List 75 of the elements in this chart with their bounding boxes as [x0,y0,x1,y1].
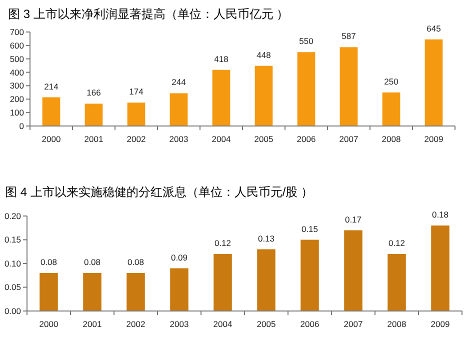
data-label: 0.18 [432,210,449,220]
x-tick-label: 2001 [84,134,104,144]
data-label: 214 [44,81,59,92]
chart-title: 图 4 上市以来实施稳健的分红派息（单位：人民币元/股 ） [5,185,314,199]
data-label: 0.12 [214,238,232,248]
bar [170,93,188,126]
x-tick-label: 2000 [39,319,58,329]
x-tick-label: 2000 [42,134,61,144]
x-tick-label: 2004 [212,134,231,144]
bar [84,104,103,126]
x-tick-label: 2007 [344,319,363,329]
y-tick-label: 0.10 [4,258,22,268]
x-tick-label: 2007 [339,134,358,144]
data-label: 0.13 [258,233,275,244]
y-tick-label: 400 [10,67,24,78]
x-tick-label: 2008 [387,319,406,329]
data-label: 0.08 [40,257,58,267]
bar [340,47,358,126]
y-tick-label: 700 [10,26,24,37]
data-label: 587 [342,31,356,42]
data-label: 244 [172,77,186,88]
x-tick-label: 2004 [213,319,232,329]
y-tick-label: 0.00 [4,306,22,316]
bar [297,52,316,126]
data-label: 418 [214,54,229,64]
x-tick-label: 2008 [382,134,401,144]
bar [83,273,102,311]
data-label: 174 [129,86,144,97]
data-label: 0.08 [84,257,101,267]
x-tick-label: 2005 [254,134,274,144]
bar [431,226,450,311]
data-label: 550 [299,36,314,46]
bar [388,254,406,311]
y-tick-label: 500 [10,54,24,64]
bar [254,66,273,126]
x-tick-label: 2003 [170,319,189,329]
x-tick-label: 2006 [296,134,316,144]
bar [40,273,58,311]
bar [127,102,146,126]
bar [300,240,319,311]
data-label: 0.12 [388,238,406,248]
y-tick-label: 200 [10,94,24,104]
data-label: 166 [86,88,102,98]
x-tick-label: 2002 [126,134,146,144]
bar [214,254,232,311]
x-tick-label: 2002 [126,319,146,329]
data-label: 0.08 [127,257,144,267]
bar [212,70,230,126]
data-label: 0.17 [344,214,362,224]
x-tick-label: 2006 [300,319,320,329]
data-label: 645 [426,23,442,34]
data-label: 250 [384,76,399,86]
x-tick-label: 2009 [424,134,444,144]
bar [382,92,400,126]
bar [126,273,145,311]
x-tick-label: 2003 [169,134,188,144]
bar [344,230,362,311]
bar [170,268,188,311]
x-tick-label: 2009 [430,319,450,329]
y-tick-label: 0.15 [4,234,22,245]
y-tick-label: 600 [10,40,24,50]
bar [257,249,276,311]
data-label: 0.15 [301,224,318,234]
y-tick-label: 300 [10,80,24,91]
bar [42,97,60,126]
y-tick-label: 0 [19,120,24,131]
x-tick-label: 2001 [82,319,102,329]
data-label: 0.09 [170,252,188,262]
x-tick-label: 2005 [256,319,276,329]
data-label: 448 [256,50,272,60]
y-tick-label: 100 [10,108,24,118]
y-tick-label: 0.20 [4,210,22,221]
y-tick-label: 0.05 [4,282,22,292]
chart-title: 图 3 上市以来净利润显著提高（单位：人民币亿元 ） [8,7,289,21]
bar [424,39,443,126]
